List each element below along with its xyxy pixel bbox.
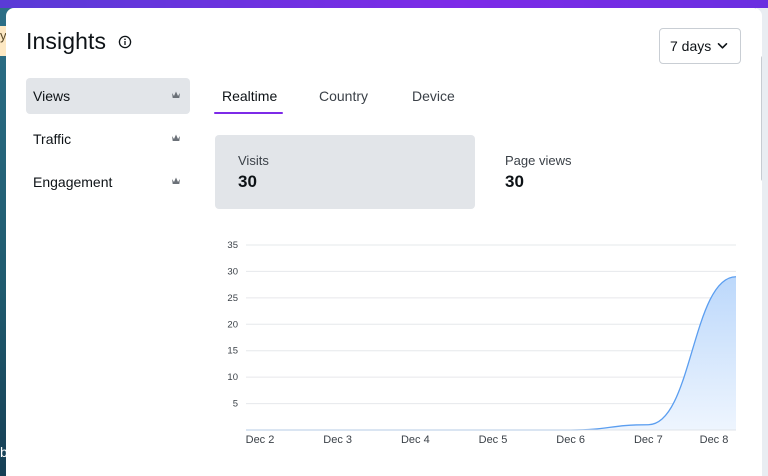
background-notice-strip <box>0 26 6 56</box>
metric-card-page-views[interactable]: Page views 30 <box>482 135 742 209</box>
background-bottom-text: b <box>0 444 8 460</box>
sidebar-item-label: Views <box>33 88 71 104</box>
crown-icon <box>172 177 180 184</box>
sidebar-item-views[interactable]: Views <box>26 78 190 114</box>
y-tick-label: 15 <box>227 346 238 357</box>
metric-label: Visits <box>238 153 269 168</box>
x-tick-label: Dec 4 <box>401 434 430 446</box>
scrollbar[interactable] <box>758 16 762 476</box>
sidebar-item-engagement[interactable]: Engagement <box>26 164 190 200</box>
chevron-down-icon <box>717 43 728 49</box>
x-tick-label: Dec 7 <box>634 434 663 446</box>
metric-card-visits[interactable]: Visits 30 <box>215 135 475 209</box>
scrollbar-thumb[interactable] <box>761 56 762 181</box>
y-tick-label: 20 <box>227 319 238 330</box>
sidebar-item-label: Engagement <box>33 174 113 190</box>
tab-country[interactable]: Country <box>319 88 369 104</box>
info-icon[interactable] <box>118 35 132 49</box>
series-line-visits <box>245 276 737 431</box>
metric-value: 30 <box>505 172 524 191</box>
sidebar-item-label: Traffic <box>33 131 72 147</box>
crown-icon <box>172 91 180 98</box>
metric-value: 30 <box>238 172 257 191</box>
x-tick-label: Dec 2 <box>246 434 275 446</box>
y-tick-label: 35 <box>227 240 238 251</box>
area-fill <box>246 276 736 430</box>
background-top-bar <box>0 0 768 8</box>
x-tick-label: Dec 5 <box>479 434 508 446</box>
background-left-panel <box>0 8 6 476</box>
tab-realtime[interactable]: Realtime <box>222 88 278 104</box>
tab-device[interactable]: Device <box>412 88 455 104</box>
visits-area-chart: 5 10 15 20 25 30 35 Dec 2 Dec 3 Dec 4 Dec 5 Dec 6 De… <box>227 240 737 446</box>
background-strip-text: y <box>0 28 7 43</box>
y-tick-label: 5 <box>233 399 238 410</box>
active-tab-indicator <box>214 112 283 114</box>
y-tick-label: 25 <box>227 293 238 304</box>
date-range-value: 7 days <box>670 38 712 54</box>
y-tick-label: 30 <box>227 266 238 277</box>
y-tick-label: 10 <box>227 372 238 383</box>
page-title: Insights <box>26 28 107 54</box>
crown-icon <box>172 134 180 141</box>
insights-dialog: Insights 7 days Views Traffic Engagement… <box>6 8 762 476</box>
x-tick-label: Dec 3 <box>323 434 352 446</box>
sidebar-item-traffic[interactable]: Traffic <box>26 121 190 157</box>
x-tick-label: Dec 6 <box>556 434 585 446</box>
x-tick-label: Dec 8 <box>700 434 729 446</box>
date-range-select[interactable]: 7 days <box>659 28 741 64</box>
metric-label: Page views <box>505 153 572 168</box>
